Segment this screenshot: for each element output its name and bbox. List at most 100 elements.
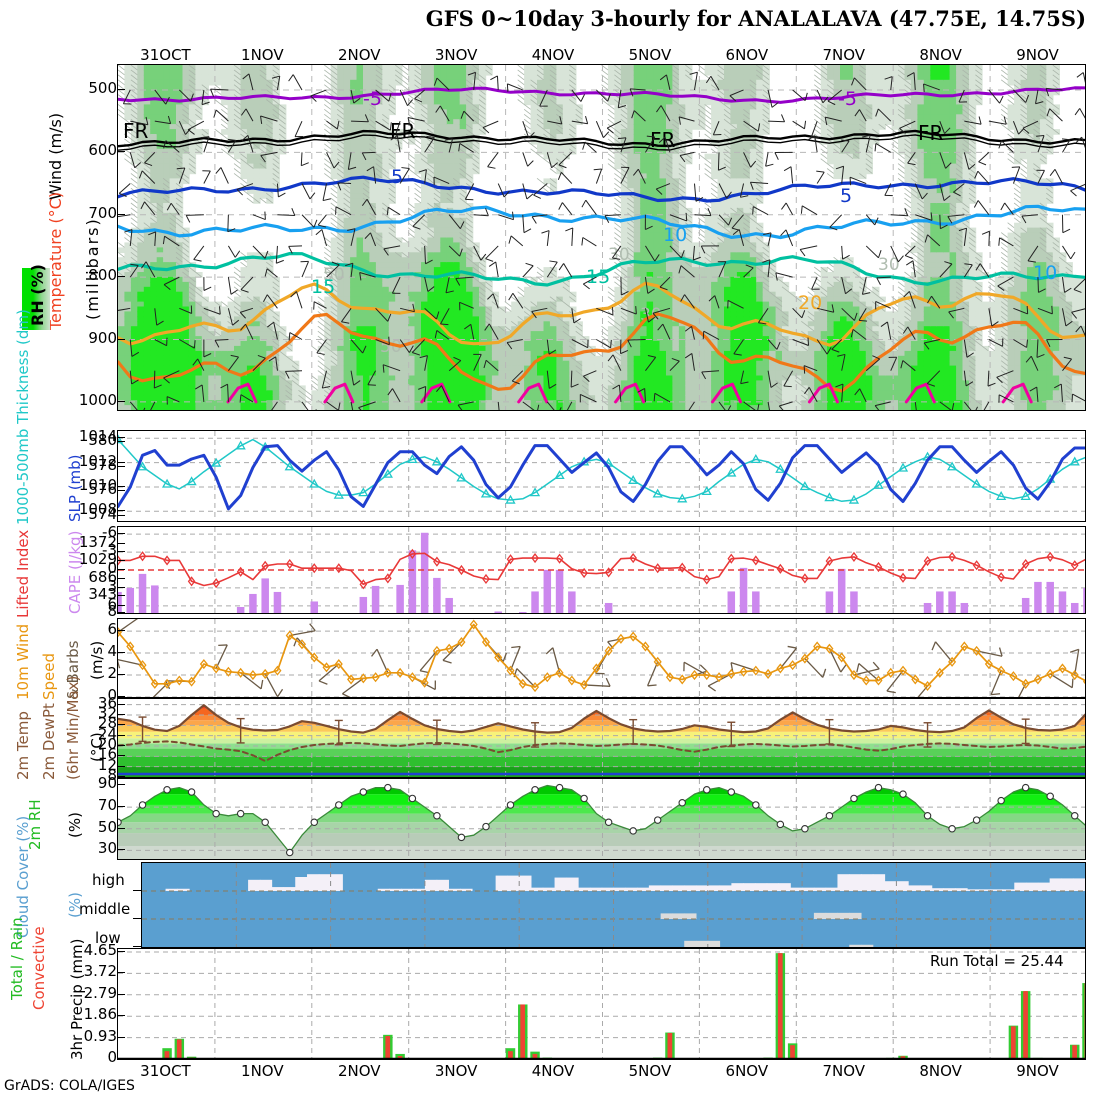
date-label-top-8nov: 8NOV [919, 46, 962, 64]
axis-tick: 70 [97, 796, 117, 815]
date-label-top-9nov: 9NOV [1016, 46, 1059, 64]
axis-tick: 2.79 [83, 983, 117, 1002]
tick-mark [117, 765, 125, 767]
date-label-bottom-2nov: 2NOV [337, 1062, 381, 1080]
tick-mark [117, 543, 125, 545]
tick-mark [117, 950, 125, 952]
tick-mark [117, 461, 125, 463]
axis-tick: 343 [88, 584, 117, 603]
tick-mark [117, 714, 125, 715]
date-label-top-7nov: 7NOV [822, 46, 866, 64]
axis-label-2m-temp: 2m Temp [14, 711, 32, 780]
axis-tick: 900 [88, 328, 117, 347]
tick-mark [117, 213, 125, 215]
cloud-row-label-high: high [92, 871, 125, 889]
axis-label-thickness: 1000-500mb Thickness (dm) [14, 309, 32, 525]
axis-tick: 1000 [78, 390, 117, 409]
axis-tick: 16 [97, 745, 117, 764]
date-label-bottom-1nov: 1NOV [241, 1062, 284, 1080]
axis-tick: 4.65 [83, 940, 117, 959]
axis-tick: 0 [107, 1048, 117, 1066]
axis-tick: 6 [107, 620, 117, 639]
tick-mark [117, 151, 125, 153]
date-label-bottom-8nov: 8NOV [919, 1062, 962, 1080]
axis-tick: 36 [97, 693, 117, 712]
tick-mark [117, 1036, 125, 1038]
tick-mark [117, 745, 125, 746]
axis-tick: 576 [88, 480, 117, 499]
panel-cloud-cover [141, 862, 1086, 948]
tick-mark [117, 586, 125, 588]
axis-tick: 20 [97, 735, 117, 753]
date-label-bottom-6nov: 6NOV [725, 1062, 769, 1080]
axis-tick: 700 [88, 203, 117, 222]
tick-mark [117, 577, 125, 579]
axis-label-2m-dewpt: 2m DewPt [40, 703, 58, 780]
tick-mark [117, 400, 125, 402]
tick-mark [117, 510, 125, 512]
date-label-bottom-7nov: 7NOV [822, 1062, 866, 1080]
axis-tick: 2 [107, 664, 117, 683]
tick-mark [117, 776, 125, 777]
axis-tick: 1372 [78, 533, 117, 552]
tick-mark [117, 1058, 125, 1059]
tick-mark [117, 490, 125, 492]
axis-label-rh: RH (%) [22, 264, 50, 330]
panel-3hr-precip [117, 948, 1086, 1060]
axis-tick: 28 [97, 714, 117, 733]
tick-mark [117, 1015, 125, 1017]
axis-label-lifted-index: Lifted Index [14, 529, 32, 618]
axis-tick: -3 [102, 541, 117, 560]
axis-tick: 30 [97, 839, 117, 858]
date-label-top-4nov: 4NOV [531, 46, 575, 64]
axis-tick: 800 [88, 266, 117, 285]
axis-tick: 3.72 [83, 962, 117, 981]
tick-mark [117, 515, 125, 517]
axis-tick: 24 [97, 724, 117, 743]
tick-mark [117, 993, 125, 995]
footer-credit: GrADS: COLA/IGES [4, 1078, 135, 1094]
panel-2m-rh [117, 778, 1086, 860]
tick-mark [117, 485, 125, 487]
date-label-bottom-4nov: 4NOV [531, 1062, 575, 1080]
axis-tick: 574 [88, 505, 117, 524]
cloud-row-label-middle: middle [79, 900, 131, 918]
tick-mark [117, 703, 125, 705]
tick-mark [117, 465, 125, 467]
axis-tick: 8 [107, 766, 117, 784]
axis-tick: 686 [88, 567, 117, 586]
tick-mark [133, 918, 142, 919]
tick-mark [117, 755, 125, 757]
tick-mark [117, 724, 125, 726]
tick-mark [117, 594, 125, 596]
panel-lifted-index-cape [117, 526, 1086, 614]
axis-tick: 600 [88, 141, 117, 160]
axis-label-10m-wind-speed: Speed [40, 652, 58, 700]
axis-tick: 0 [107, 559, 117, 577]
tick-mark [117, 827, 125, 829]
axis-label-precip-total: Total / Rain [8, 917, 26, 1000]
tick-mark [117, 441, 125, 443]
tick-mark [117, 276, 125, 278]
date-label-top-1nov: 1NOV [241, 46, 284, 64]
axis-tick: 32 [97, 704, 117, 722]
tick-mark [117, 551, 125, 553]
axis-label-10m-wind: 10m Wind [14, 623, 32, 700]
date-label-bottom-31oct: 31OCT [140, 1062, 191, 1080]
date-label-bottom-9nov: 9NOV [1016, 1062, 1059, 1080]
date-label-top-31oct: 31OCT [140, 46, 191, 64]
tick-mark [117, 652, 125, 654]
panel-10m-wind [117, 618, 1086, 698]
axis-tick: 1014 [78, 427, 117, 446]
axis-tick: 3 [107, 576, 117, 595]
axis-tick: 1012 [78, 451, 117, 470]
axis-tick: 1008 [78, 500, 117, 519]
tick-mark [117, 604, 125, 606]
panel-2m-temp-dewpoint [117, 698, 1086, 778]
axis-tick: 578 [88, 455, 117, 474]
date-label-top-3nov: 3NOV [434, 46, 478, 64]
axis-tick: 90 [97, 774, 117, 793]
axis-tick: 4 [107, 642, 117, 661]
tick-mark [117, 806, 125, 808]
